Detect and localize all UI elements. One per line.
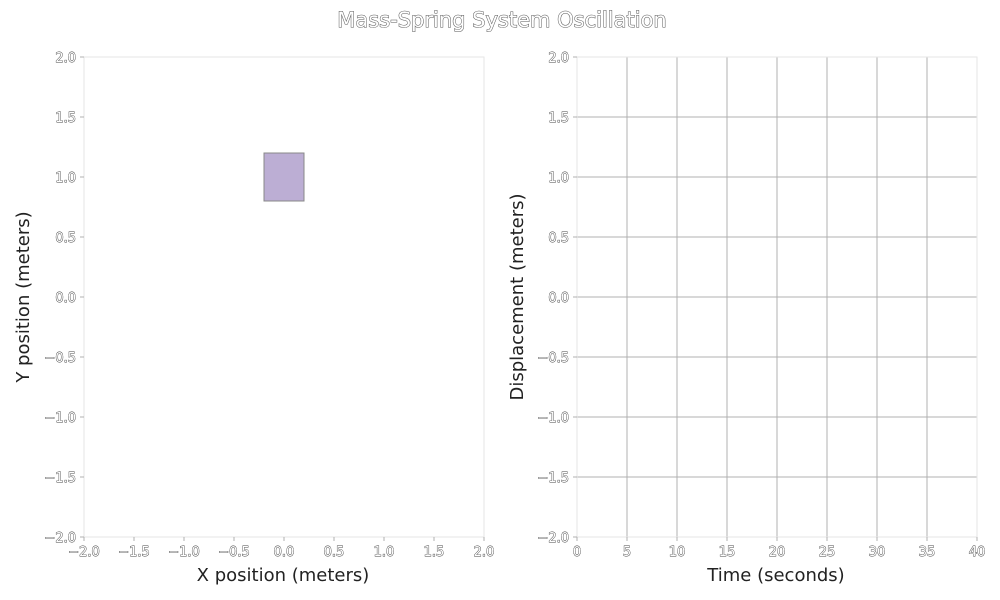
- pos-y-tick-label: −2.0: [44, 531, 76, 546]
- disp-y-tick-label: 0.0: [548, 291, 569, 306]
- displacement-y-ticks: 2.0 1.5 1.0 0.5 0.0 −0.5 −1.0 −1.5 −2.0: [537, 51, 577, 546]
- disp-x-tick-label: 5: [623, 545, 631, 560]
- pos-y-tick-label: −0.5: [44, 351, 76, 366]
- disp-y-tick-label: 1.5: [548, 111, 569, 126]
- disp-y-tick-label: 0.5: [548, 231, 569, 246]
- pos-x-tick-label: −0.5: [218, 545, 250, 560]
- displacement-grid: [576, 56, 978, 538]
- disp-x-tick-label: 10: [669, 545, 686, 560]
- disp-y-tick-label: 1.0: [548, 171, 569, 186]
- pos-x-tick-label: 1.5: [424, 545, 445, 560]
- position-x-axis-label: X position (meters): [197, 565, 370, 586]
- position-x-ticks: −2.0 −1.5 −1.0 −0.5 0.0 0.5 1.0 1.5 2.0: [68, 537, 495, 560]
- disp-x-tick-label: 35: [919, 545, 936, 560]
- pos-x-tick-label: −1.5: [118, 545, 150, 560]
- displacement-panel: 2.0 1.5 1.0 0.5 0.0 −0.5 −1.0 −1.5 −2.0 0 5 10 15 20…: [507, 51, 986, 586]
- pos-x-tick-label: 0.5: [324, 545, 345, 560]
- pos-y-tick-label: 0.0: [55, 291, 76, 306]
- disp-y-tick-label: −1.5: [537, 471, 569, 486]
- position-y-ticks: 2.0 1.5 1.0 0.5 0.0 −0.5 −1.0 −1.5 −2.0: [44, 51, 84, 546]
- disp-x-tick-label: 20: [769, 545, 786, 560]
- mass-block: [263, 152, 305, 202]
- pos-x-tick-label: 2.0: [474, 545, 495, 560]
- disp-x-tick-label: 40: [969, 545, 986, 560]
- disp-x-tick-label: 30: [869, 545, 886, 560]
- disp-y-tick-label: −0.5: [537, 351, 569, 366]
- pos-x-tick-label: 1.0: [374, 545, 395, 560]
- pos-x-tick-label: 0.0: [274, 545, 295, 560]
- pos-y-tick-label: −1.0: [44, 411, 76, 426]
- pos-y-tick-label: 1.5: [55, 111, 76, 126]
- disp-x-tick-label: 0: [573, 545, 581, 560]
- disp-x-tick-label: 25: [819, 545, 836, 560]
- pos-x-tick-label: −1.0: [168, 545, 200, 560]
- pos-y-tick-label: −1.5: [44, 471, 76, 486]
- disp-y-tick-label: 2.0: [548, 51, 569, 66]
- pos-y-tick-label: 0.5: [55, 231, 76, 246]
- pos-x-tick-label: −2.0: [68, 545, 100, 560]
- pos-y-tick-label: 1.0: [55, 171, 76, 186]
- displacement-x-ticks: 0 5 10 15 20 25 30 35 40: [572, 537, 986, 560]
- disp-y-tick-label: −1.0: [537, 411, 569, 426]
- displacement-x-axis-label: Time (seconds): [706, 565, 844, 586]
- chart-title: Mass-Spring System Oscillation: [337, 8, 667, 32]
- position-y-axis-label: Y position (meters): [13, 211, 34, 383]
- disp-y-tick-label: −2.0: [537, 531, 569, 546]
- pos-y-tick-label: 2.0: [55, 51, 76, 66]
- displacement-y-axis-label: Displacement (meters): [507, 193, 528, 400]
- position-panel: 2.0 1.5 1.0 0.5 0.0 −0.5 −1.0 −1.5 −2.0 −2.0 −1.5…: [13, 51, 495, 586]
- position-axes-frame: [83, 56, 485, 538]
- disp-x-tick-label: 15: [719, 545, 736, 560]
